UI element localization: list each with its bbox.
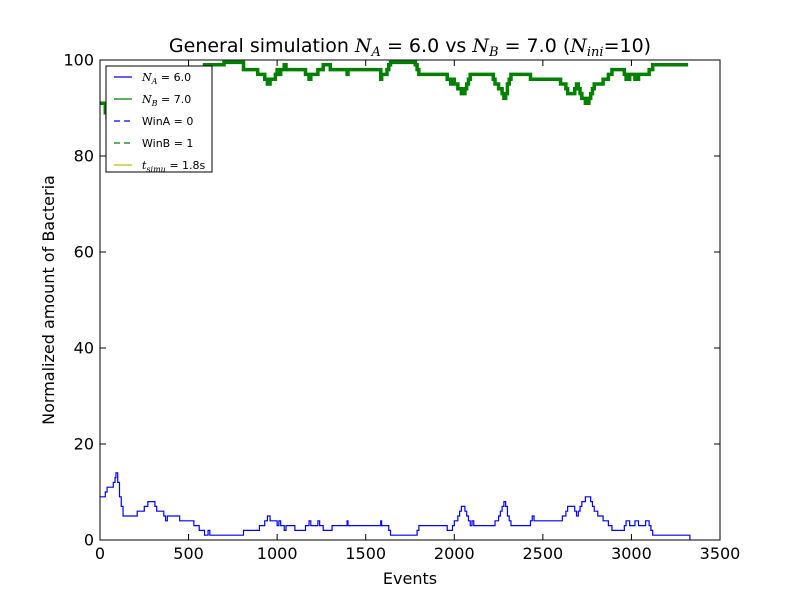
y-tick-label: 20 [74,435,94,454]
legend-entry: WinB = 1 [114,137,193,150]
chart-title: General simulation NA = 6.0 vs NB = 7.0 … [169,35,651,60]
x-tick-label: 2000 [434,544,475,563]
x-tick-label: 3500 [700,544,741,563]
x-tick-label: 3000 [611,544,652,563]
x-axis-label: Events [383,569,437,588]
x-tick-label: 0 [95,544,105,563]
series-line-a [100,472,691,540]
legend: NA = 6.0 NB = 7.0 WinA = 0 WinB = 1 tsimu = … [105,65,213,174]
legend-entry: tsimu = 1.8s [114,159,206,174]
legend-box [105,65,213,173]
x-tick-label: 1000 [257,544,298,563]
legend-label: NA = 6.0 [141,71,191,86]
x-tick-label: 2500 [522,544,563,563]
legend-entry: NA = 6.0 [114,71,191,86]
y-tick-label: 80 [74,147,94,166]
legend-label: tsimu = 1.8s [142,159,206,174]
legend-label: WinA = 0 [142,115,193,128]
legend-label: WinB = 1 [142,137,193,150]
legend-entry: WinA = 0 [114,115,193,128]
y-axis-label: Normalized amount of Bacteria [39,175,58,425]
x-tick-label: 500 [173,544,204,563]
legend-entry: NB = 7.0 [114,93,191,108]
ticks-layer: 0 500 1000 1500 2000 2500 3000 3500 0 20 40 60 80 100 [63,51,740,564]
y-tick-label: 60 [74,243,94,262]
x-tick-label: 1500 [345,544,386,563]
y-tick-label: 40 [74,339,94,358]
y-tick-label: 100 [63,51,94,70]
legend-entries: NA = 6.0 NB = 7.0 WinA = 0 WinB = 1 tsimu = … [114,71,206,174]
y-tick-label: 0 [84,531,94,550]
legend-label: NB = 7.0 [141,93,191,108]
plot-frame [99,59,721,541]
